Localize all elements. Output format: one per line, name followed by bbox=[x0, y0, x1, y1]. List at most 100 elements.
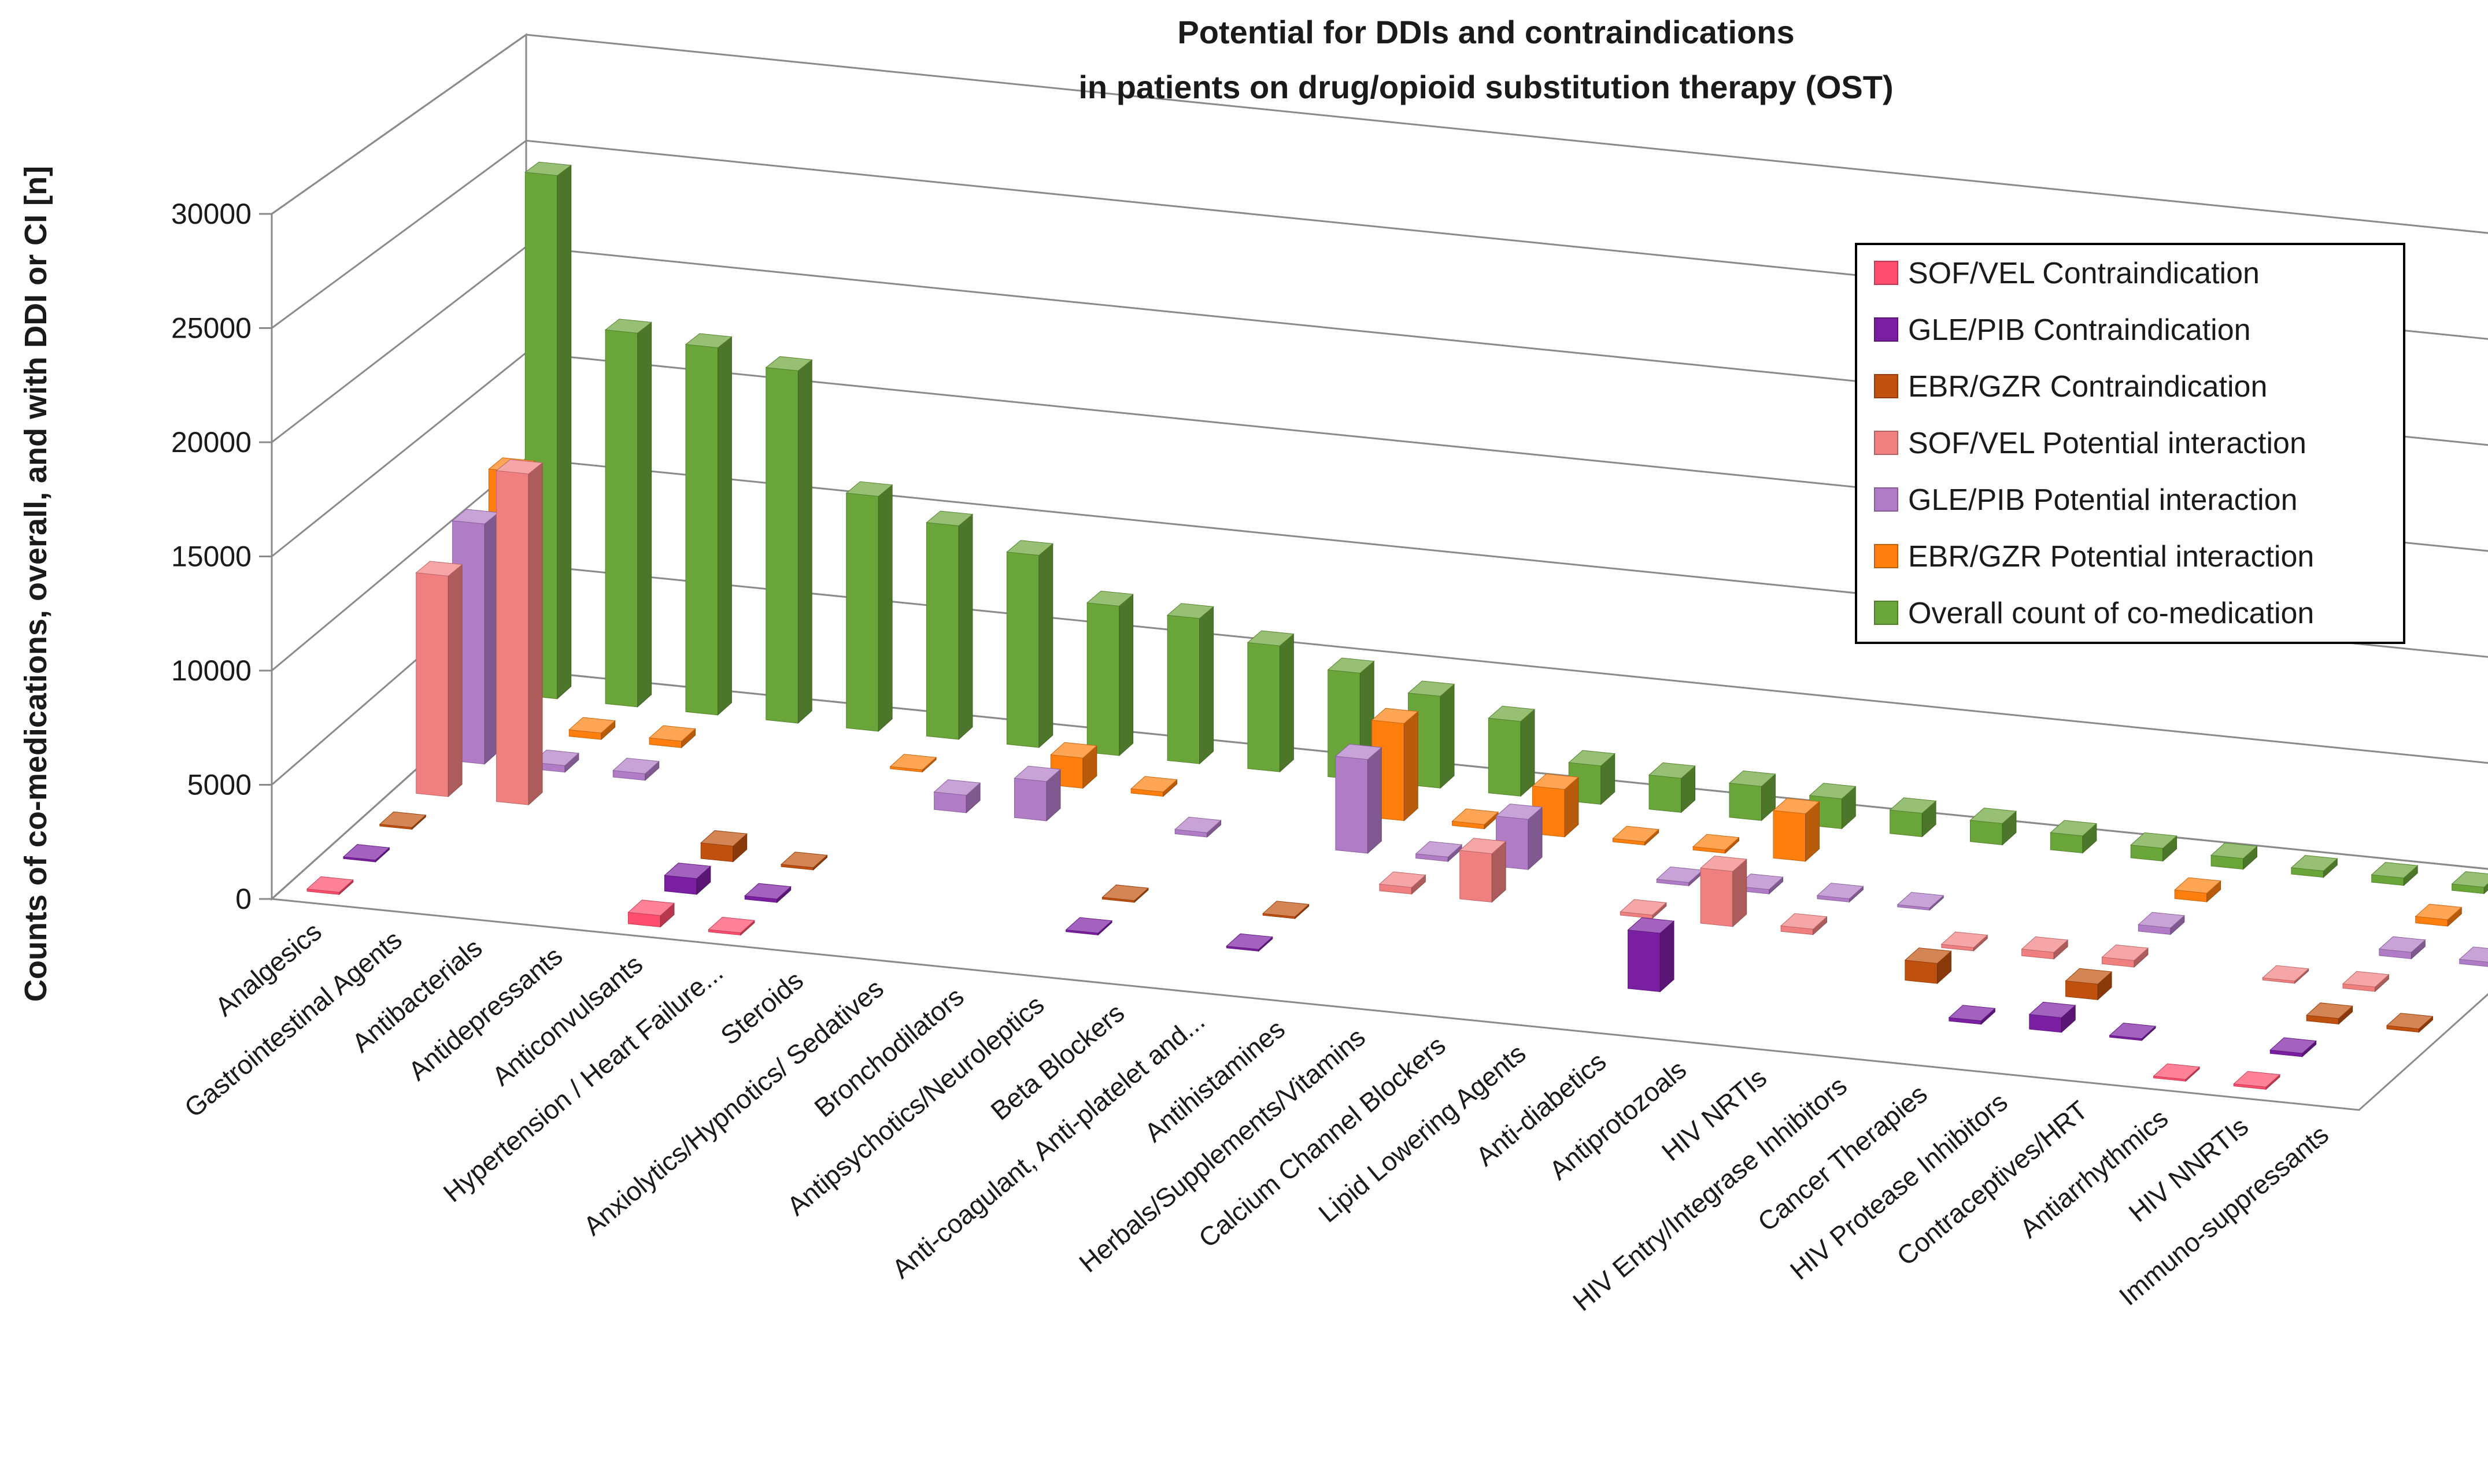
bar-top-face bbox=[1086, 590, 1134, 606]
bar-top-face bbox=[379, 811, 427, 828]
bar-top-face bbox=[1101, 885, 1149, 901]
bar-top-face bbox=[1050, 742, 1097, 758]
bar-top-face bbox=[1226, 933, 1273, 950]
bar-top-face bbox=[845, 481, 893, 497]
legend: SOF/VEL Contraindication GLE/PIB Contrain… bbox=[1855, 243, 2405, 644]
x-tick-label: Anti-coagulant, Anti-platelet and... bbox=[886, 1005, 1210, 1284]
bar-top-face bbox=[1174, 816, 1222, 833]
bar-ebr-gzr-potential-interaction-antihistamines bbox=[1451, 808, 1499, 830]
bar-front-face bbox=[1773, 810, 1806, 862]
bar-front-face bbox=[1700, 868, 1733, 927]
bar-sof-vel-potential-interaction-antihistamines bbox=[1378, 871, 1426, 895]
x-tick-label: Anticonvulsants bbox=[486, 949, 648, 1091]
bar-top-face bbox=[1247, 630, 1295, 646]
bar-top-face bbox=[1780, 913, 1828, 930]
x-tick-label: Antidepressants bbox=[402, 941, 568, 1086]
bar-top-face bbox=[2386, 1013, 2434, 1030]
bar-overall-count-of-co-medication-steroids bbox=[1006, 540, 1054, 749]
bar-top-face bbox=[664, 863, 711, 879]
bar-top-face bbox=[1014, 765, 1062, 782]
bar-front-face bbox=[1729, 783, 1762, 821]
bar-gle-pib-potential-interaction-immuno-suppressants bbox=[2459, 946, 2488, 967]
y-axis-label: Counts of co-medications, overall, and w… bbox=[19, 166, 53, 1002]
bar-ebr-gzr-potential-interaction-hypertension-heart-failure bbox=[889, 754, 937, 773]
bar-front-face bbox=[2459, 959, 2488, 967]
bar-overall-count-of-co-medication-hypertension-heart-failure bbox=[926, 510, 974, 741]
bar-front-face bbox=[1086, 602, 1120, 756]
bar-gle-pib-potential-interaction-anti-coagulant-anti-platelet-and bbox=[1334, 743, 1382, 854]
bar-top-face bbox=[1809, 783, 1857, 800]
bar-ebr-gzr-potential-interaction-calcium-channel-blockers bbox=[1612, 826, 1659, 846]
bar-side-face bbox=[528, 462, 543, 806]
bar-top-face bbox=[1065, 917, 1113, 934]
bar-front-face bbox=[1247, 642, 1280, 772]
bar-gle-pib-potential-interaction-steroids bbox=[933, 779, 981, 814]
bar-gle-pib-potential-interaction-gastrointestinal-agents bbox=[532, 749, 579, 773]
bar-top-face bbox=[1532, 774, 1579, 790]
bar-overall-count-of-co-medication-anxiolytics-hypnotics-sedatives bbox=[1086, 590, 1134, 757]
bar-ebr-gzr-contraindication-anti-coagulant-anti-platelet-and bbox=[1262, 901, 1310, 920]
bar-overall-count-of-co-medication-cancer-therapies bbox=[2130, 832, 2178, 862]
bar-front-face bbox=[1006, 552, 1040, 748]
bar-front-face bbox=[934, 791, 967, 813]
legend-label: GLE/PIB Potential interaction bbox=[1908, 483, 2298, 517]
bars bbox=[306, 161, 2488, 1090]
bar-overall-count-of-co-medication-gastrointestinal-agents bbox=[604, 319, 652, 708]
bar-top-face bbox=[933, 779, 981, 796]
bar-top-face bbox=[700, 830, 748, 847]
bar-top-face bbox=[2138, 912, 2185, 928]
bar-top-face bbox=[1904, 948, 1952, 964]
bar-top-face bbox=[604, 319, 652, 334]
legend-label: SOF/VEL Contraindication bbox=[1908, 257, 2260, 290]
bar-top-face bbox=[1415, 841, 1463, 858]
bar-top-face bbox=[1700, 856, 1747, 872]
bar-top-face bbox=[2290, 854, 2338, 872]
bar-top-face bbox=[1948, 1005, 1996, 1022]
bar-front-face bbox=[1488, 717, 1521, 797]
bar-top-face bbox=[1897, 891, 1944, 909]
bar-top-face bbox=[1728, 770, 1776, 787]
bar-front-face bbox=[1014, 778, 1047, 821]
bar-side-face bbox=[878, 484, 893, 732]
bar-front-face bbox=[605, 330, 638, 708]
bar-top-face bbox=[1327, 657, 1375, 673]
bar-side-face bbox=[1279, 633, 1294, 773]
bar-overall-count-of-co-medication-hiv-nrtis bbox=[1969, 808, 2017, 846]
bar-top-face bbox=[2050, 820, 2097, 837]
bar-sof-vel-potential-interaction-hiv-entry-integrase-inhibitors bbox=[1940, 931, 1988, 952]
legend-swatch bbox=[1874, 601, 1898, 625]
bar-overall-count-of-co-medication-hiv-protease-inhibitors bbox=[2210, 842, 2258, 870]
bar-ebr-gzr-contraindication-hiv-entry-integrase-inhibitors bbox=[1904, 948, 1952, 985]
legend-box bbox=[1855, 243, 2405, 644]
bar-ebr-gzr-contraindication-analgesics bbox=[379, 811, 427, 830]
y-tick-label: 20000 bbox=[171, 426, 252, 458]
legend-label: Overall count of co-medication bbox=[1908, 597, 2314, 630]
legend-label: SOF/VEL Potential interaction bbox=[1908, 427, 2306, 460]
bar-sof-vel-potential-interaction-gastrointestinal-agents bbox=[496, 459, 544, 806]
bar-sof-vel-contraindication-analgesics bbox=[306, 876, 354, 895]
bar-top-face bbox=[2065, 968, 2113, 985]
bar-front-face bbox=[926, 522, 959, 740]
bar-gle-pib-potential-interaction-antiprotozoals bbox=[1816, 883, 1864, 903]
bar-gle-pib-potential-interaction-antihistamines bbox=[1415, 841, 1463, 863]
bar-top-face bbox=[1620, 899, 1667, 916]
bar-top-face bbox=[1262, 901, 1310, 917]
legend-swatch bbox=[1874, 317, 1898, 342]
bar-top-face bbox=[1612, 826, 1659, 842]
bar-sof-vel-potential-interaction-cancer-therapies bbox=[2021, 936, 2069, 960]
bar-side-face bbox=[557, 164, 572, 700]
bar-gle-pib-potential-interaction-hiv-nrtis bbox=[1897, 891, 1944, 911]
bar-sof-vel-contraindication-hiv-nnrtis bbox=[2233, 1071, 2281, 1090]
bar-overall-count-of-co-medication-antihistamines bbox=[1488, 705, 1536, 797]
bar-ebr-gzr-potential-interaction-antibacterials bbox=[648, 725, 696, 749]
bar-ebr-gzr-contraindication-immuno-suppressants bbox=[2386, 1013, 2434, 1033]
y-tick-label: 30000 bbox=[171, 198, 252, 230]
bar-top-face bbox=[1656, 866, 1703, 883]
bar-sof-vel-potential-interaction-analgesics bbox=[415, 561, 463, 798]
y-tick-labels: 0 5000 10000 15000 20000 25000 30000 bbox=[171, 198, 252, 915]
bar-top-face bbox=[1889, 797, 1937, 814]
chart-title-line-1: Potential for DDIs and contraindications bbox=[1177, 14, 1794, 50]
bar-top-face bbox=[2101, 944, 2149, 961]
